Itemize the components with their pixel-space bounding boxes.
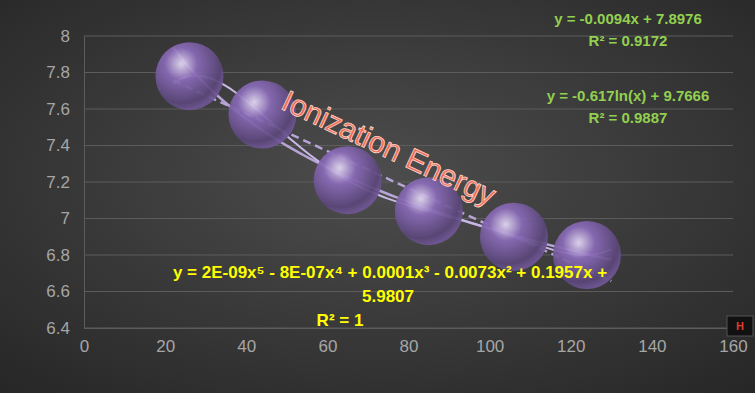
tick-label: 6.6	[46, 282, 70, 301]
tick: 7.4	[46, 136, 84, 155]
tick-label: 100	[476, 337, 504, 356]
annotation: R² = 1	[317, 311, 364, 330]
tick-label: 8	[61, 27, 70, 46]
tick-label: 7.6	[46, 100, 70, 119]
annotation: R² = 0.9887	[589, 109, 668, 126]
annotation: 5.9807	[362, 287, 414, 306]
tick: 7.6	[46, 100, 84, 119]
tick: 6.6	[46, 282, 84, 301]
axis-line	[85, 328, 734, 329]
background	[0, 0, 755, 393]
tick: 7.2	[46, 173, 84, 192]
annotation: y = -0.617ln(x) + 9.7666	[547, 87, 710, 104]
grid-line	[84, 328, 733, 329]
tick-label: 7.2	[46, 173, 70, 192]
annotation: y = 2E-09x⁵ - 8E-07x⁴ + 0.0001x³ - 0.007…	[173, 263, 607, 282]
tick: 20	[156, 328, 175, 356]
plot-area	[155, 42, 621, 289]
tick: 100	[476, 328, 504, 356]
chart-title: Ionization Energy	[277, 84, 501, 212]
tick-label: 6.4	[46, 319, 70, 338]
tick: 0	[80, 328, 89, 356]
tick: 6.8	[46, 246, 84, 265]
tick-label: 80	[400, 337, 419, 356]
tick-label: 7.8	[46, 63, 70, 82]
tick-label: 7	[61, 209, 70, 228]
annotation: y = -0.0094x + 7.8976	[554, 10, 702, 27]
corner-badge: H	[727, 316, 753, 336]
axis-line	[84, 37, 85, 329]
tick: 120	[557, 328, 585, 356]
tick-label: 160	[719, 337, 747, 356]
annotation: R² = 0.9172	[589, 32, 668, 49]
badge-text: H	[736, 320, 744, 332]
trendline-linear	[173, 80, 611, 281]
grid-line	[84, 255, 733, 256]
y-axis: 6.4 6.6 6.8 7 7.2 7.4 7.6 7.8 8	[46, 27, 84, 338]
tick: 6.4	[46, 319, 84, 338]
tick: 140	[638, 328, 666, 356]
grid-line	[84, 182, 733, 183]
tick-label: 20	[156, 337, 175, 356]
x-axis: 0 20 40 60 80 100 120 140 160	[80, 328, 748, 356]
tick: 80	[400, 328, 419, 356]
grid	[84, 36, 733, 328]
badge-box	[727, 316, 753, 336]
data-point	[155, 42, 223, 110]
tick-label: 0	[80, 337, 89, 356]
data-point	[480, 203, 548, 271]
tick: 60	[318, 328, 337, 356]
tick-label: 120	[557, 337, 585, 356]
tick-label: 6.8	[46, 246, 70, 265]
tick-label: 60	[318, 337, 337, 356]
tick-label: 40	[237, 337, 256, 356]
chart: 0 20 40 60 80 100 120 140 160 6.4 6.6 6.8 7 7.2 7.4 7.6…	[0, 0, 755, 393]
tick: 7	[61, 209, 84, 228]
tick-label: 7.4	[46, 136, 70, 155]
tick-label: 140	[638, 337, 666, 356]
tick: 8	[61, 27, 84, 46]
tick: 7.8	[46, 63, 84, 82]
tick: 40	[237, 328, 256, 356]
